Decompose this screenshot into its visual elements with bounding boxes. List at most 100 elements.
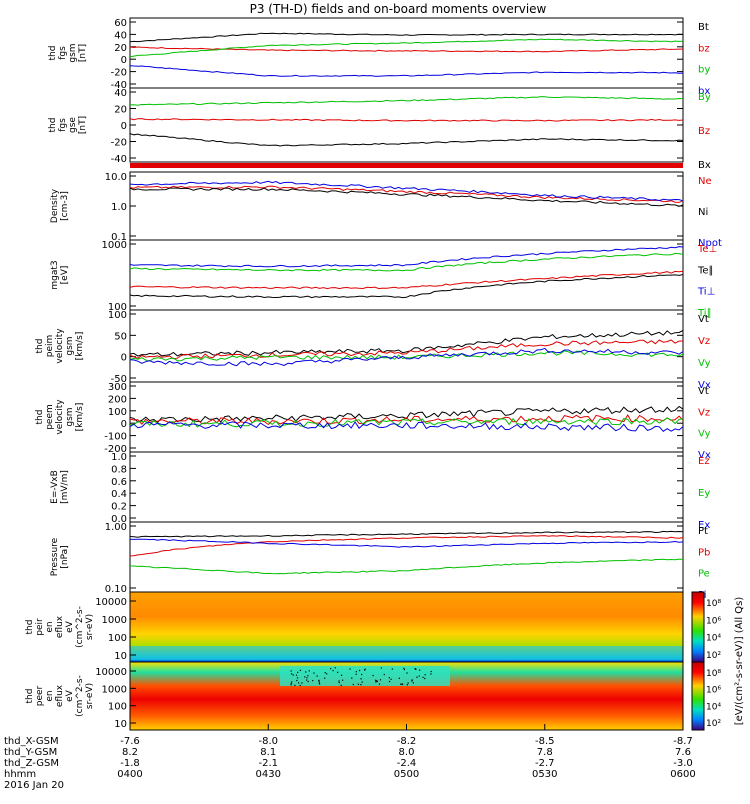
spectrogram-speckle: [355, 673, 357, 675]
colorbar-tick-label: 10⁸: [706, 599, 721, 609]
spectrogram-speckle: [340, 674, 343, 676]
y-axis-label: [mV/m]: [60, 470, 70, 504]
legend-label-Vt: Vt: [698, 386, 709, 397]
legend-label-Npot: Npot: [698, 238, 722, 249]
spectrogram-speckle: [338, 681, 340, 684]
y-axis-label: peim: [45, 335, 55, 358]
y-tick-label: 0: [121, 419, 127, 430]
y-tick-label: 100: [108, 407, 127, 418]
y-tick-label: 50: [114, 331, 127, 342]
y-tick-label: -100: [104, 432, 127, 443]
x-tick-label: -8.2: [397, 736, 417, 747]
legend-label-Ni: Ni: [698, 207, 708, 218]
series-line-Vz: [129, 414, 684, 426]
spectrogram-speckle: [360, 678, 362, 680]
legend-label-Ti⊥: Ti⊥: [697, 287, 715, 298]
series-line-Te∥: [129, 274, 684, 299]
spectrogram-speckle: [406, 672, 408, 674]
y-tick-label: 0: [121, 353, 127, 364]
x-axis-row-label: hhmm: [4, 769, 36, 780]
spectrogram-speckle: [291, 681, 293, 683]
y-tick-label: 1000: [102, 615, 127, 626]
y-axis-label: peem: [45, 404, 55, 430]
spectrogram-speckle: [414, 667, 416, 670]
spectrogram-speckle: [388, 677, 391, 679]
spectrogram-speckle: [295, 674, 298, 676]
spectrogram-speckle: [411, 680, 413, 682]
x-axis-row-label: 2016 Jan 20: [4, 780, 64, 791]
x-axis-value: 0430: [256, 769, 281, 780]
y-tick-label: 20: [114, 43, 127, 54]
panel-peim-velocity: 100 50 0 -50 thd peim velocity gsm [km/s] Vt Vz Vy V…: [35, 309, 711, 391]
legend-label-Vx: Vx: [698, 450, 711, 461]
spectrogram-speckle: [376, 680, 379, 682]
legend-label-Ey: Ey: [698, 488, 710, 499]
spectrogram-speckle: [430, 673, 432, 675]
spectrogram-speckle: [296, 679, 298, 682]
spectrogram-speckle: [337, 671, 339, 673]
series-line-bx: [129, 65, 684, 77]
spectrogram-speckle: [379, 679, 382, 681]
spectrogram-speckle: [297, 682, 300, 684]
spectrogram-speckle: [411, 679, 413, 681]
spectrogram-speckle: [361, 673, 363, 676]
y-axis-label: eflux: [55, 684, 65, 707]
spectrogram-speckle: [430, 670, 432, 673]
spectrogram-speckle: [419, 669, 421, 671]
spectrogram-speckle: [332, 670, 334, 672]
y-tick-label: 1000: [102, 240, 127, 251]
legend-label-Pt: Pt: [698, 526, 708, 537]
legend-label-Te∥: Te∥: [697, 265, 714, 276]
y-axis-label: gse: [68, 117, 78, 133]
series-line-Vz: [129, 339, 684, 360]
spectrogram-speckle: [313, 672, 315, 674]
y-axis-label: velocity: [55, 399, 65, 435]
spectrogram-speckle: [349, 668, 351, 670]
spectrogram-speckle: [338, 680, 340, 682]
y-axis-label: thd: [25, 620, 35, 635]
y-tick-label: 100: [108, 702, 127, 713]
spectrogram-speckle: [290, 673, 293, 675]
legend-label-bx: bx: [698, 86, 710, 97]
status-bar: [130, 163, 683, 168]
x-axis-value: -2.4: [397, 758, 417, 769]
spectrogram-speckle: [424, 677, 426, 680]
spectrogram-speckle: [378, 683, 381, 685]
legend-label-Ez: Ez: [698, 456, 710, 467]
spectrogram-speckle: [390, 678, 392, 680]
spectrogram-speckle: [400, 683, 402, 685]
series-line-Ti∥: [129, 252, 684, 272]
y-axis-label: eV: [65, 620, 75, 633]
x-axis-row-label: thd_Y-GSM: [4, 747, 57, 758]
x-axis-value: 0500: [394, 769, 419, 780]
y-tick-label: 100: [108, 302, 127, 313]
colorbar-tick-label: 10²: [706, 651, 721, 661]
x-axis-value: 7.8: [537, 747, 553, 758]
spectrogram-speckle: [401, 683, 403, 686]
spectrogram-speckle: [364, 668, 366, 670]
legend-label-Vy: Vy: [698, 358, 711, 369]
y-tick-label: 40: [114, 88, 127, 99]
spectrogram-speckle: [407, 682, 409, 684]
spectrogram-speckle: [340, 684, 342, 686]
legend-label-Ex: Ex: [698, 520, 710, 531]
legend-label-By: By: [698, 92, 711, 103]
y-axis-label: [km/s]: [75, 403, 85, 432]
spectrogram-speckle: [292, 674, 294, 676]
panel-peir-spec: 10000 1000 100 10 thd peir en eflux eV (cm^2-s-sr…: [25, 591, 684, 663]
y-axis-label: Pressure: [50, 537, 60, 576]
x-tick-label: -7.6: [120, 736, 140, 747]
legend-label-Vt: Vt: [698, 314, 709, 325]
y-axis-label: peer: [35, 685, 45, 706]
y-tick-label: 20: [114, 105, 127, 116]
x-axis-value: -3.0: [673, 758, 693, 769]
y-tick-label: 0.4: [111, 489, 127, 500]
y-tick-label: 0.0: [111, 514, 127, 525]
y-axis-label: [km/s]: [75, 332, 85, 361]
colorbar-scale: [691, 661, 705, 731]
series-line-Bz: [129, 118, 684, 122]
x-axis-row-label: thd_X-GSM: [4, 736, 59, 747]
